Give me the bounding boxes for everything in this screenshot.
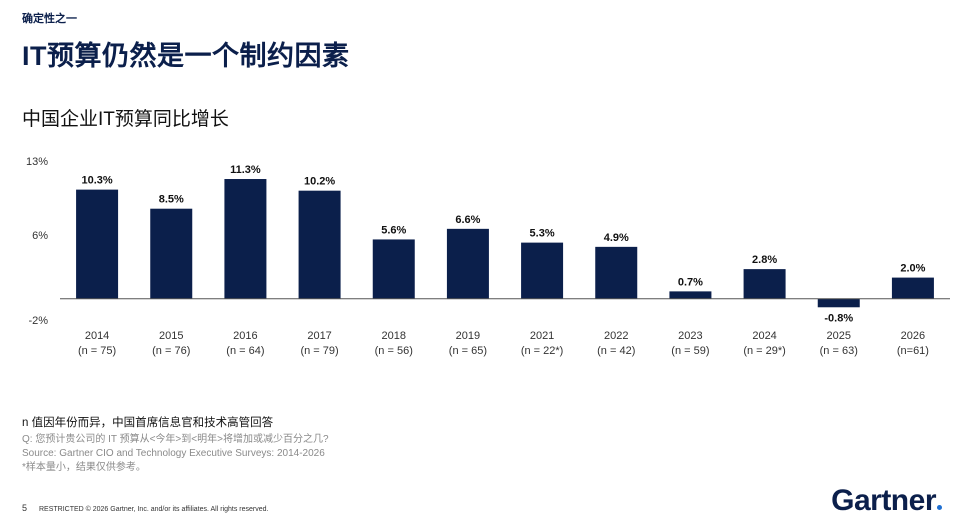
bar-2016 <box>224 179 267 299</box>
page-number: 5 <box>22 503 28 513</box>
x-tick-year: 2016 <box>233 330 257 342</box>
x-tick-year: 2015 <box>159 330 183 342</box>
bars <box>76 179 934 308</box>
footer: 5 RESTRICTED © 2026 Gartner, Inc. and/or… <box>22 503 268 513</box>
x-tick-sample: (n = 29*) <box>743 345 786 357</box>
value-label: 10.3% <box>81 175 112 187</box>
x-tick-year: 2019 <box>456 330 480 342</box>
x-tick-year: 2023 <box>678 330 702 342</box>
x-tick-sample: (n=61) <box>897 345 929 357</box>
x-tick-sample: (n = 64) <box>226 345 264 357</box>
bar-2018 <box>372 239 415 299</box>
note-question: Q: 您预计贵公司的 IT 预算从<今年>到<明年>将增加或减少百分之几? <box>22 434 329 445</box>
x-tick-sample: (n = 59) <box>671 345 709 357</box>
value-label: 2.0% <box>900 263 925 275</box>
x-tick-sample: (n = 42) <box>597 345 635 357</box>
value-label: 5.3% <box>530 228 555 240</box>
value-label: 8.5% <box>159 194 184 206</box>
y-tick-label: 13% <box>26 156 48 168</box>
bar-chart: 13% 6% -2% 10.3% 8.5% 11.3% 10.2% 5.6% 6.6% 5.3%… <box>0 148 960 368</box>
x-tick-year: 2024 <box>752 330 776 342</box>
value-label: 5.6% <box>381 224 406 236</box>
page-title: IT预算仍然是一个制约因素 <box>22 41 350 71</box>
x-tick-year: 2021 <box>530 330 554 342</box>
y-tick-label: 6% <box>32 230 48 242</box>
bar-2021 <box>521 242 564 299</box>
x-tick-sample: (n = 65) <box>449 345 487 357</box>
x-tick-sample: (n = 63) <box>820 345 858 357</box>
x-tick-year: 2026 <box>901 330 925 342</box>
section-kicker: 确定性之一 <box>22 13 77 25</box>
note-caveat: *样本量小，结果仅供参考。 <box>22 462 146 473</box>
bar-2019 <box>446 228 489 299</box>
note-sample-size: n 值因年份而异，中国首席信息官和技术高管回答 <box>22 417 274 429</box>
x-tick-year: 2025 <box>827 330 851 342</box>
chart-title: 中国企业IT预算同比增长 <box>22 109 229 130</box>
value-label: -0.8% <box>824 312 853 324</box>
bar-2022 <box>595 246 638 299</box>
x-tick-sample: (n = 75) <box>78 345 116 357</box>
logo-text: Gartner <box>831 484 936 517</box>
y-axis: 13% 6% -2% <box>26 156 48 327</box>
copyright-text: RESTRICTED © 2026 Gartner, Inc. and/or i… <box>38 506 269 513</box>
value-labels: 10.3% 8.5% 11.3% 10.2% 5.6% 6.6% 5.3% 4.9% 0.7% 2… <box>81 164 925 324</box>
bar-2015 <box>150 208 193 299</box>
value-label: 10.2% <box>304 176 335 188</box>
bar-2026 <box>891 277 934 299</box>
x-axis-labels: 2014 (n = 75) 2015 (n = 76) 2016 (n = 64) 2017… <box>78 330 929 357</box>
bar-2023 <box>669 291 712 299</box>
x-tick-year: 2022 <box>604 330 628 342</box>
value-label: 6.6% <box>455 214 480 226</box>
bar-2017 <box>298 190 341 299</box>
bar-2025 <box>817 298 860 308</box>
x-tick-sample: (n = 76) <box>152 345 190 357</box>
x-tick-year: 2017 <box>307 330 331 342</box>
bar-2014 <box>76 189 119 299</box>
x-tick-year: 2014 <box>85 330 109 342</box>
chart-svg: 13% 6% -2% 10.3% 8.5% 11.3% 10.2% 5.6% 6.6% 5.3%… <box>26 156 950 357</box>
bar-2024 <box>743 269 786 299</box>
value-label: 4.9% <box>604 232 629 244</box>
y-tick-label: -2% <box>28 315 48 327</box>
gartner-logo: Gartner <box>831 484 942 518</box>
x-tick-year: 2018 <box>382 330 406 342</box>
value-label: 11.3% <box>230 164 261 176</box>
x-tick-sample: (n = 79) <box>300 345 338 357</box>
x-tick-sample: (n = 22*) <box>521 345 564 357</box>
note-source: Source: Gartner CIO and Technology Execu… <box>22 448 325 459</box>
x-tick-sample: (n = 56) <box>375 345 413 357</box>
value-label: 2.8% <box>752 254 777 266</box>
value-label: 0.7% <box>678 276 703 288</box>
notes: n 值因年份而异，中国首席信息官和技术高管回答 Q: 您预计贵公司的 IT 预算… <box>22 414 329 475</box>
logo-dot <box>937 505 942 510</box>
